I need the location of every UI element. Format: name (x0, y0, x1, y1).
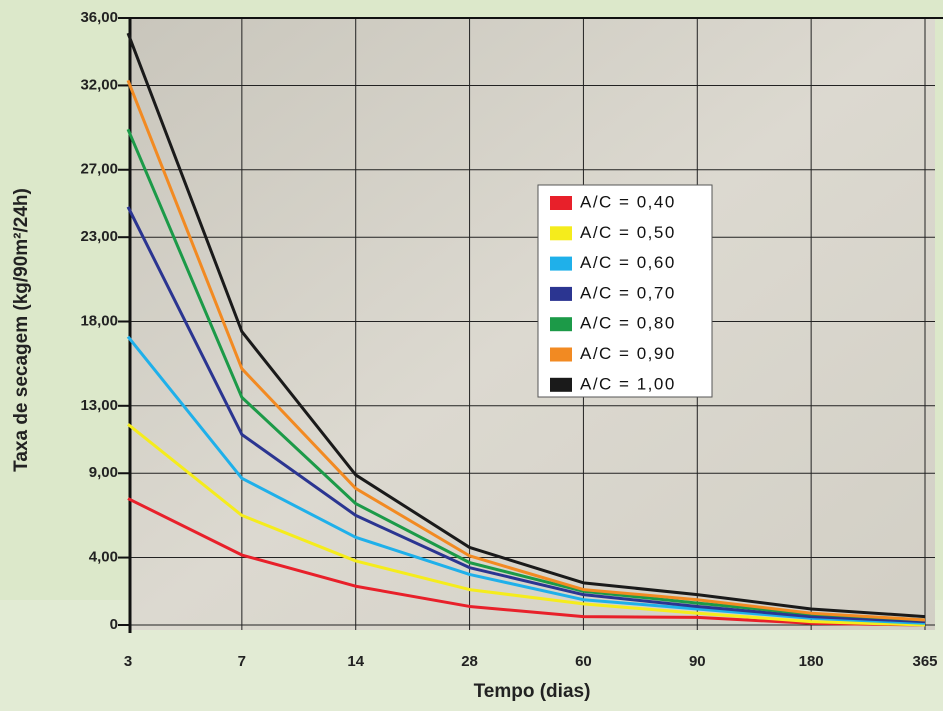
y-axis-title: Taxa de secagem (kg/90m²/24h) (11, 188, 32, 472)
legend-swatch (550, 196, 572, 210)
x-tick-label: 7 (238, 653, 246, 670)
legend-label: A/C = 0,90 (580, 344, 676, 363)
y-tick-label: 9,00 (89, 464, 118, 481)
legend-swatch (550, 317, 572, 332)
legend-swatch (550, 256, 572, 271)
series-line (126, 206, 926, 624)
legend-swatch (550, 226, 572, 241)
legend-label: A/C = 0,80 (580, 314, 676, 333)
x-tick-label: 90 (689, 653, 706, 670)
plot-area (130, 18, 935, 630)
x-tick-label: 14 (347, 653, 364, 670)
series-line (126, 79, 926, 622)
legend-label: A/C = 0,40 (580, 192, 676, 211)
y-tick-label: 13,00 (80, 397, 118, 414)
x-tick-label: 28 (461, 653, 478, 670)
x-tick-label: 3 (124, 653, 132, 670)
series-line (127, 497, 926, 627)
x-tick-label: 60 (575, 653, 592, 670)
series-line (126, 335, 926, 625)
series-line (126, 32, 926, 619)
y-tick-label: 27,00 (80, 161, 118, 178)
legend-swatch (550, 377, 572, 392)
y-tick-label: 4,00 (89, 549, 118, 566)
series-line (127, 423, 926, 627)
legend-swatch (550, 286, 572, 301)
legend-label: A/C = 0,50 (580, 223, 676, 242)
legend-label: A/C = 0,70 (580, 283, 676, 302)
x-tick-label: 180 (799, 653, 824, 670)
legend-label: A/C = 1,00 (580, 374, 676, 393)
y-tick-label: 32,00 (80, 76, 118, 93)
x-axis-title: Tempo (dias) (474, 681, 591, 702)
y-tick-label: 18,00 (80, 312, 118, 329)
y-tick-label: 0 (110, 616, 118, 633)
legend-label: A/C = 0,60 (580, 253, 676, 272)
y-tick-label: 36,00 (80, 9, 118, 26)
y-tick-label: 23,00 (80, 228, 118, 245)
legend-swatch (550, 347, 572, 362)
x-tick-label: 365 (912, 653, 937, 670)
